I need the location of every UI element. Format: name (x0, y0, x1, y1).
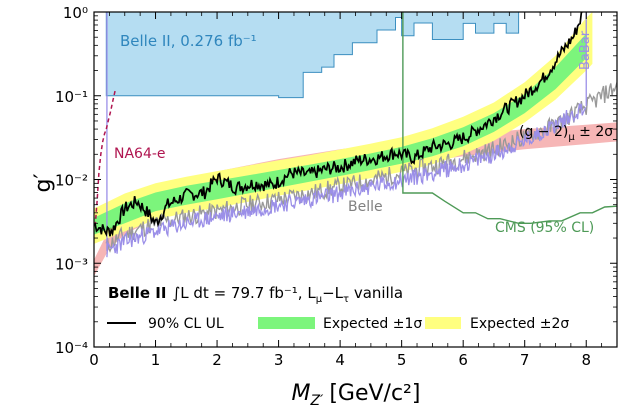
y-tick-label: 10⁻¹ (55, 88, 88, 106)
gm2-label: (g − 2)μ ± 2σ (519, 124, 613, 143)
legend-exp2-swatch (425, 317, 461, 329)
y-axis-title: g′ (31, 174, 56, 193)
gm2-label-suffix: ± 2σ (575, 124, 614, 140)
na64-label: NA64-e (114, 146, 166, 162)
y-tick-label: 10⁻³ (55, 255, 88, 273)
legend-title-formula: ∫L dt = 79.7 fb⁻¹, L (172, 284, 316, 302)
cms-curve (402, 12, 617, 224)
legend: Belle II ∫L dt = 79.7 fb⁻¹, Lμ−Lτ vanilla… (107, 284, 569, 332)
y-tick-label: 10⁰ (63, 4, 88, 22)
legend-title-experiment: Belle II (108, 284, 166, 302)
belle2-old-region (105, 12, 587, 99)
legend-exp2-label: Expected ±2σ (470, 316, 569, 332)
x-tick-label: 8 (581, 351, 591, 369)
legend-exp1-swatch (258, 317, 315, 329)
cms-label: CMS (95% CL) (495, 220, 594, 236)
legend-title-minus: −L (322, 284, 344, 302)
x-tick-label: 0 (89, 351, 99, 369)
legend-exp1-label: Expected ±1σ (323, 316, 422, 332)
belle2-old-label: Belle II, 0.276 fb⁻¹ (120, 32, 257, 50)
na64-curve-lower (94, 128, 108, 226)
legend-title-suffix: vanilla (349, 284, 403, 302)
y-tick-label: 10⁻⁴ (55, 339, 88, 357)
x-tick-label: 2 (212, 351, 222, 369)
gm2-label-sub: μ (568, 132, 575, 143)
x-axis-title-sub: Z′ (310, 393, 325, 409)
x-axis-title-symbol: M (292, 381, 311, 406)
legend-title-mu: μ (316, 294, 323, 305)
x-tick-label: 3 (274, 351, 284, 369)
x-tick-label: 6 (458, 351, 468, 369)
belle-label: Belle (348, 199, 383, 215)
y-tick-label: 10⁻² (55, 172, 88, 190)
x-tick-label: 4 (335, 351, 345, 369)
babar-curve (106, 103, 587, 258)
legend-title: Belle II ∫L dt = 79.7 fb⁻¹, Lμ−Lτ vanilla (108, 284, 403, 305)
ul-curve (94, 12, 583, 237)
gm2-label-main: (g − 2) (519, 124, 568, 140)
x-tick-label: 5 (397, 351, 407, 369)
x-tick-label: 7 (520, 351, 530, 369)
x-axis-title-unit: [GeV/c²] (329, 381, 420, 406)
legend-title-tau: τ (343, 294, 349, 305)
x-tick-label: 1 (151, 351, 161, 369)
legend-ul-label: 90% CL UL (148, 316, 224, 332)
babar-label: BaBar (578, 30, 593, 70)
x-axis-title: MZ′ [GeV/c²] (292, 381, 421, 409)
